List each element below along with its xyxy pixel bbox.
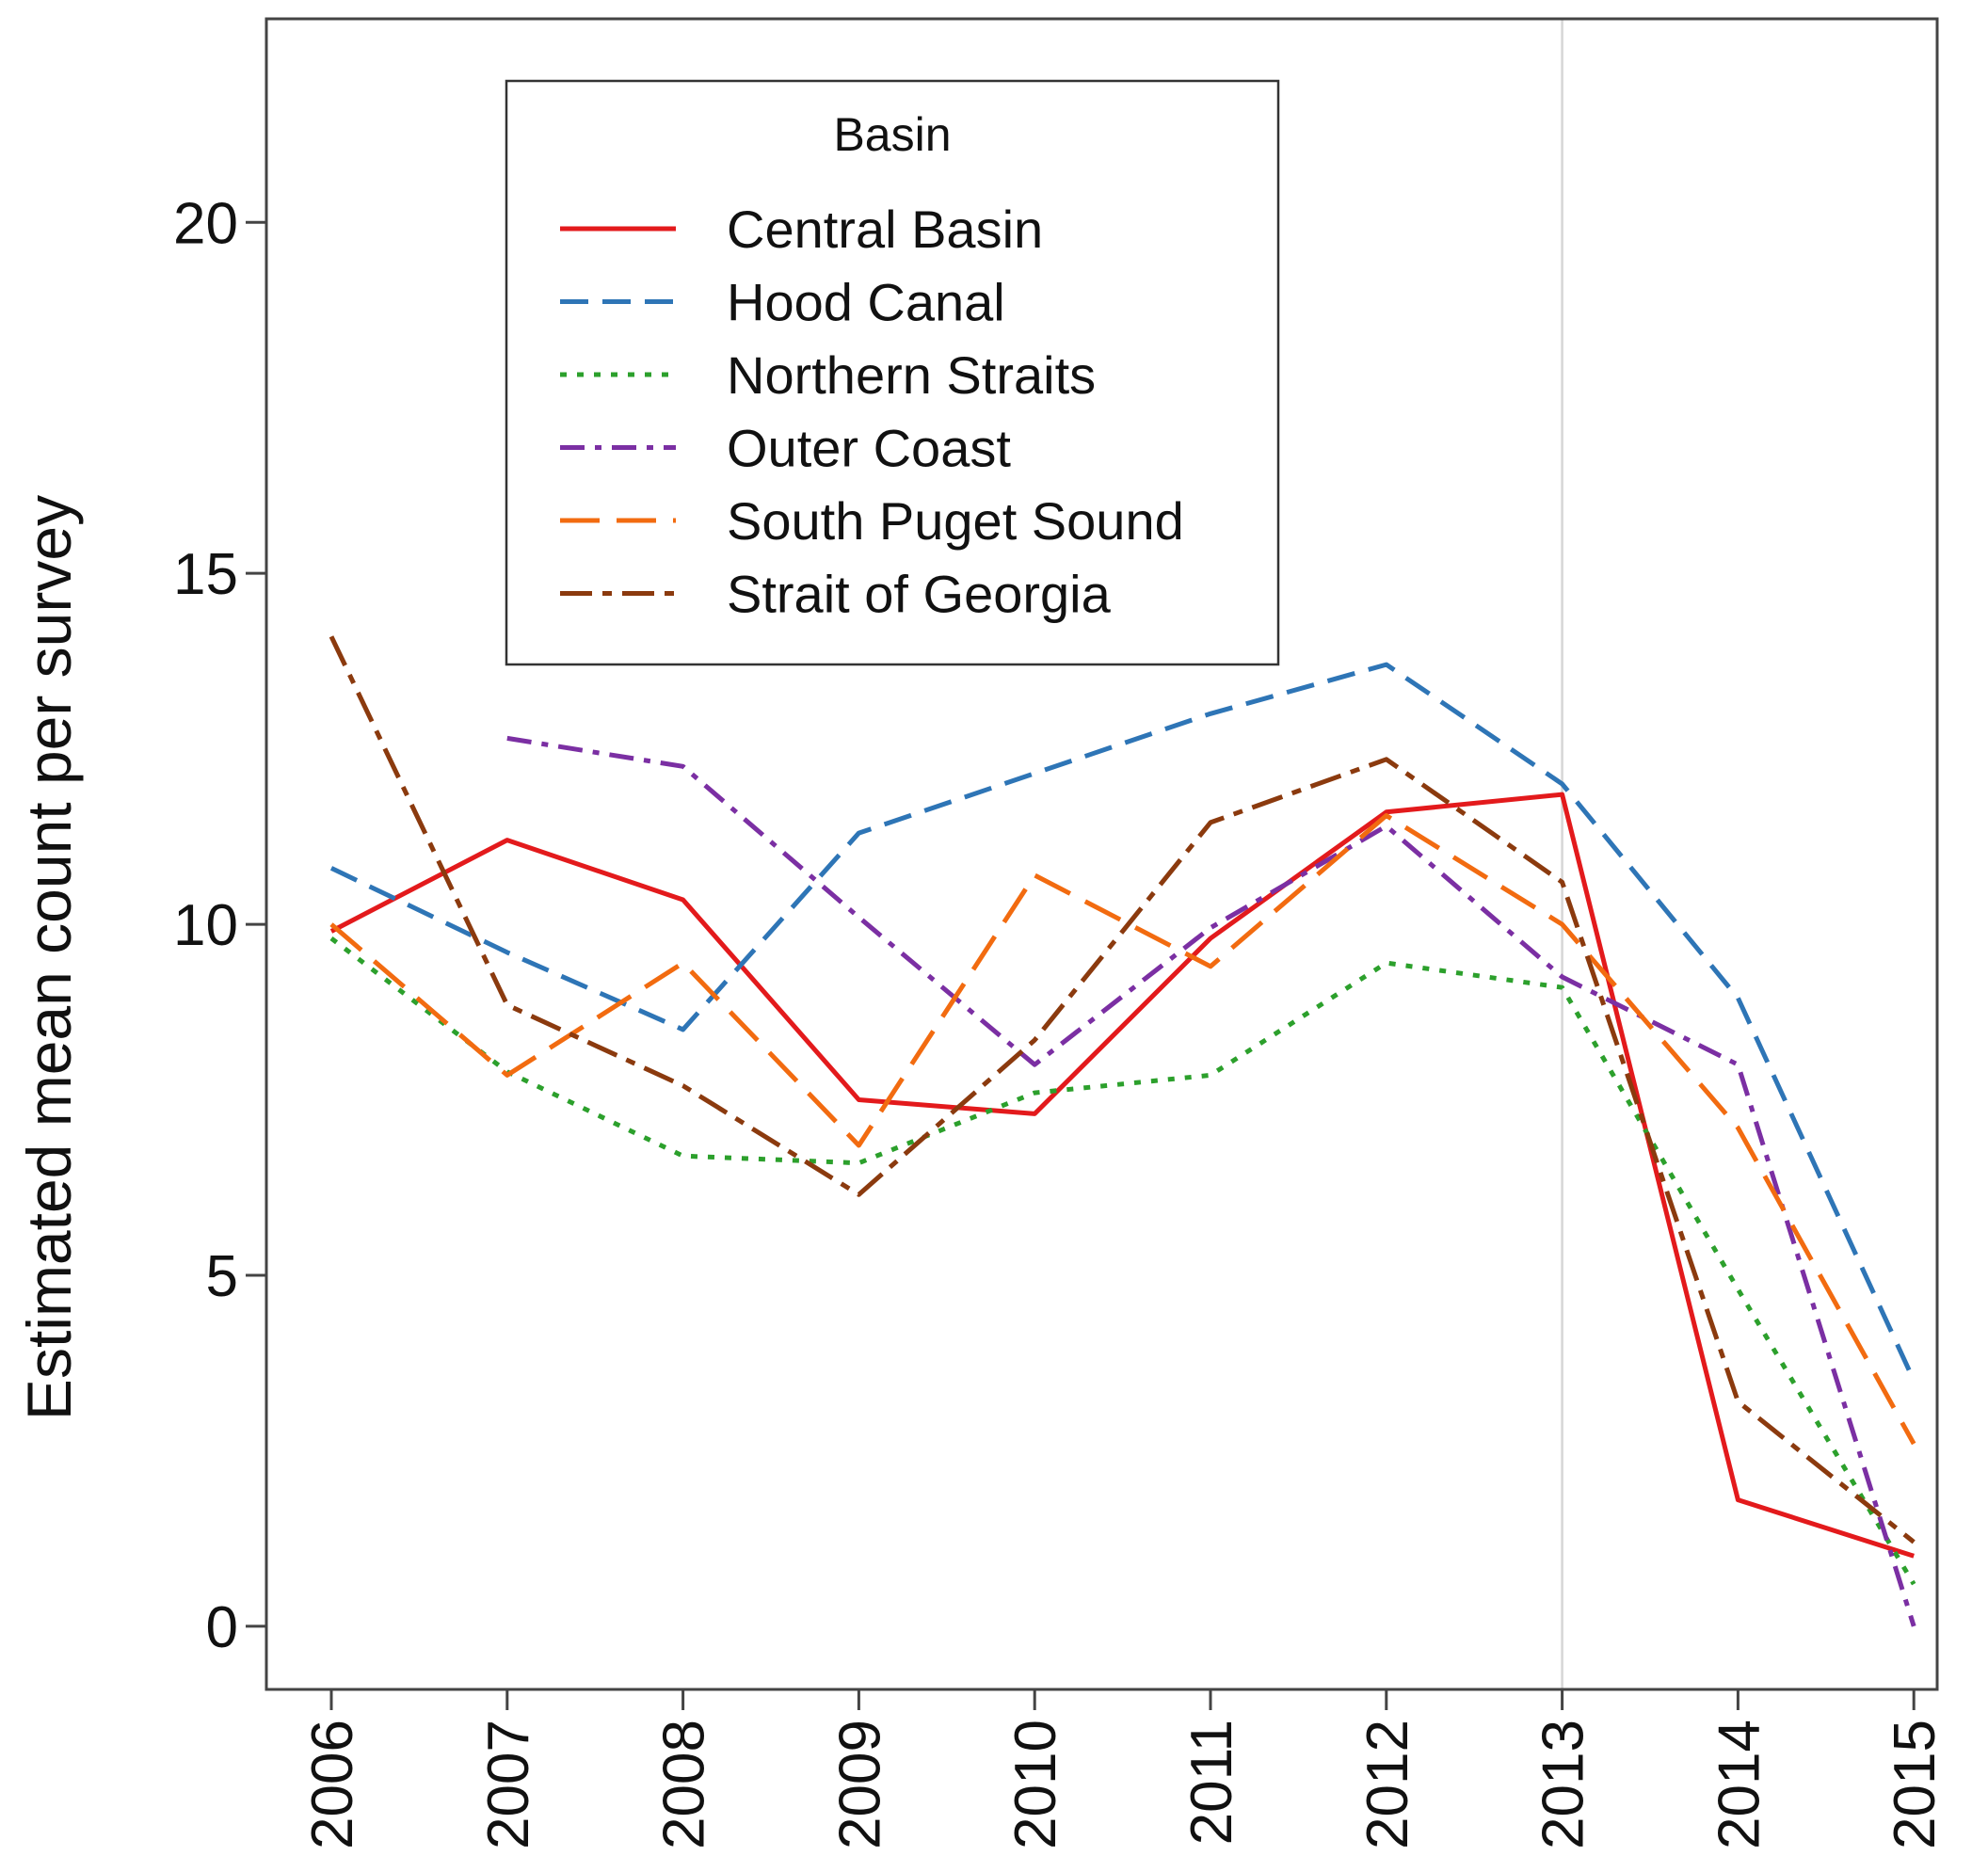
legend-item-south-puget-sound: South Puget Sound [560, 491, 1184, 551]
y-axis: 0 5 10 15 20 [173, 191, 266, 1660]
legend-label: Northern Straits [727, 345, 1096, 405]
series-line-south-puget-sound [329, 813, 1916, 1446]
y-axis-label: Estimated mean count per survey [14, 495, 84, 1420]
legend-label: Strait of Georgia [727, 565, 1112, 624]
series-line-hood-canal [329, 662, 1916, 1382]
legend-label: South Puget Sound [727, 491, 1184, 551]
x-tick-label: 2007 [476, 1720, 541, 1849]
x-tick-label: 2013 [1531, 1720, 1596, 1849]
y-tick-label: 5 [206, 1244, 238, 1309]
legend-item-strait-of-georgia: Strait of Georgia [560, 565, 1112, 624]
plot-frame [265, 17, 1939, 1691]
legend-label: Hood Canal [727, 273, 1005, 332]
x-tick-label: 2009 [827, 1720, 892, 1849]
legend-title: Basin [833, 108, 951, 161]
x-tick-label: 2010 [1003, 1720, 1068, 1849]
series-line-outer-coast [506, 735, 1916, 1627]
series-layer [329, 635, 1916, 1627]
series-line-northern-straits [329, 936, 1916, 1586]
legend-items: Central Basin Hood Canal Northern Straits O… [560, 200, 1184, 624]
x-tick-label: 2015 [1883, 1720, 1948, 1849]
series-line-strait-of-georgia [329, 635, 1916, 1544]
legend: Basin Central Basin Hood Canal Northern St… [505, 79, 1280, 666]
x-axis: 2006 2007 2008 2009 2010 2011 2012 2013 2014 2015 [300, 1689, 1948, 1849]
legend-item-outer-coast: Outer Coast [560, 419, 1011, 478]
x-tick-label: 2006 [300, 1720, 365, 1849]
x-tick-label: 2008 [652, 1720, 717, 1849]
legend-item-central-basin: Central Basin [560, 200, 1043, 259]
y-tick-label: 10 [173, 893, 238, 958]
legend-box [505, 79, 1280, 666]
x-tick-label: 2014 [1707, 1720, 1772, 1849]
x-tick-label: 2012 [1355, 1720, 1420, 1849]
legend-item-northern-straits: Northern Straits [560, 345, 1096, 405]
legend-item-hood-canal: Hood Canal [560, 273, 1005, 332]
legend-label: Outer Coast [727, 419, 1011, 478]
series-line-central-basin [329, 792, 1915, 1559]
legend-label: Central Basin [727, 200, 1043, 259]
y-tick-label: 20 [173, 191, 238, 256]
x-tick-label: 2011 [1179, 1720, 1244, 1845]
y-tick-label: 15 [173, 542, 238, 607]
y-tick-label: 0 [206, 1595, 238, 1660]
